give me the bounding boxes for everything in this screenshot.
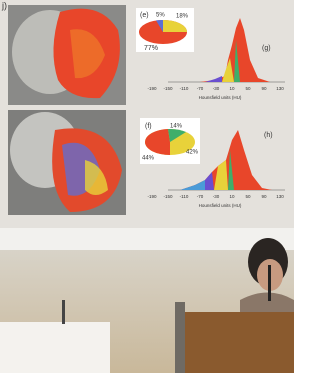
pie-value: 77% — [144, 45, 158, 52]
x-tick-label: 50 — [245, 194, 251, 199]
x-tick-label: -70 — [197, 194, 204, 199]
x-axis-label: Hounsfield units (HU) — [199, 203, 242, 208]
pie-value: 5% — [156, 13, 165, 19]
pie-label: (f) — [145, 123, 152, 130]
hist-label: (h) — [264, 132, 273, 139]
x-tick-label: 50 — [245, 86, 251, 91]
x-tick-label: 10 — [229, 194, 235, 199]
slide-bottom — [0, 228, 294, 250]
x-tick-label: -190 — [147, 86, 157, 91]
x-tick-label: -150 — [163, 86, 173, 91]
x-axis-label: Hounsfield units (HU) — [199, 95, 242, 100]
pie-label: (e) — [140, 12, 149, 19]
top-label: j) — [1, 0, 7, 10]
page: j) (e) 5% 18% 77% (g) Hounsfield units (… — [0, 0, 320, 373]
podium — [185, 312, 294, 373]
x-tick-label: -30 — [213, 86, 220, 91]
x-tick-label: 10 — [229, 86, 235, 91]
pie-value: 14% — [170, 124, 183, 130]
x-tick-label: 90 — [261, 194, 267, 199]
microphone — [268, 265, 271, 301]
pie-value: 44% — [142, 156, 155, 162]
x-tick-label: 130 — [276, 86, 284, 91]
x-tick-label: 90 — [261, 86, 267, 91]
x-tick-label: -150 — [163, 194, 173, 199]
x-tick-label: -110 — [180, 194, 189, 199]
microphone — [62, 300, 65, 324]
x-tick-label: -30 — [213, 194, 220, 199]
pie-value: 18% — [176, 14, 189, 20]
x-tick-label: -70 — [197, 86, 204, 91]
x-tick-label: -110 — [180, 86, 189, 91]
x-tick-label: 130 — [276, 194, 284, 199]
hist-label: (g) — [262, 45, 271, 52]
podium-side — [175, 302, 185, 373]
pie-value: 42% — [186, 150, 199, 156]
photo: j) (e) 5% 18% 77% (g) Hounsfield units (… — [0, 0, 294, 373]
x-tick-label: -190 — [147, 194, 157, 199]
table — [0, 322, 110, 373]
